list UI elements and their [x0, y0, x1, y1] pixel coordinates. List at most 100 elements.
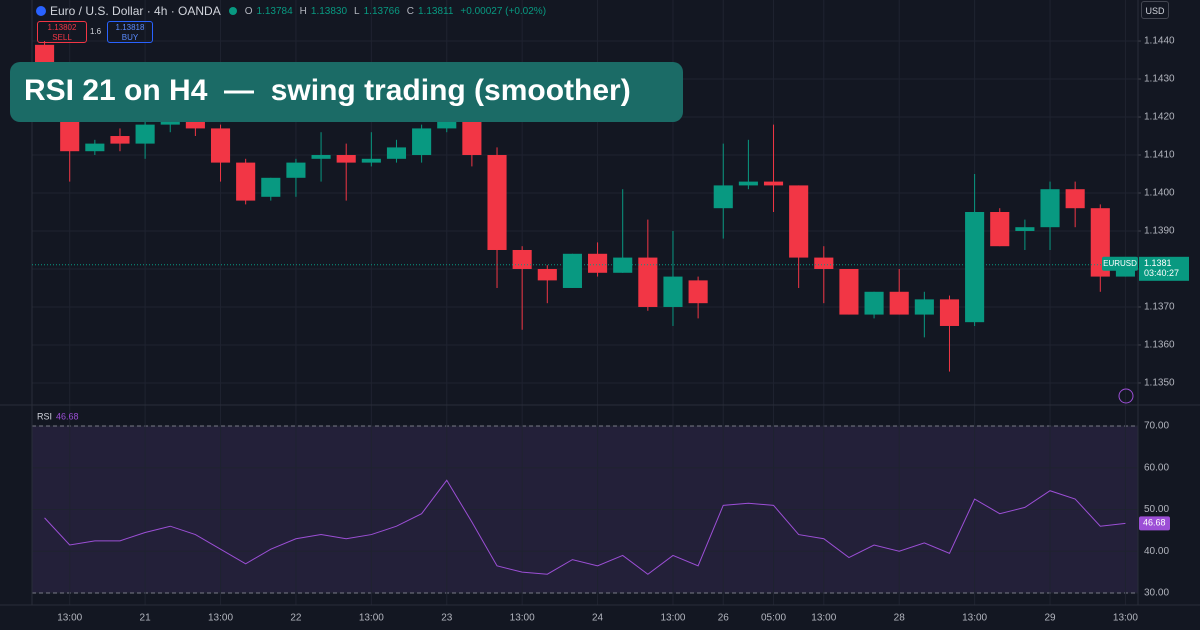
candle-body — [160, 120, 180, 125]
candle-body — [210, 128, 231, 163]
buy-price: 1.13818 — [115, 23, 145, 32]
ohlc-key: L — [354, 5, 360, 17]
rsi-title: RSI — [37, 411, 52, 421]
x-tick-label: 26 — [718, 613, 730, 624]
y-tick-label: 1.1440 — [1144, 36, 1175, 47]
candle-body — [1065, 189, 1085, 209]
candle-body — [914, 299, 934, 315]
candle-body — [60, 120, 80, 152]
x-tick-label: 21 — [140, 613, 152, 624]
ohlc-value: 1.13766 — [363, 5, 400, 17]
rsi-tag — [1139, 516, 1170, 531]
candle-body — [110, 136, 130, 144]
y-tick-label: 1.1360 — [1144, 340, 1175, 351]
y-tick-label: 40.00 — [1144, 546, 1169, 557]
y-tick-label: 50.00 — [1144, 504, 1169, 515]
x-tick-label: 05:00 — [761, 613, 786, 624]
rsi-legend-value: 46.68 — [56, 411, 79, 421]
x-tick-label: 13:00 — [660, 613, 685, 624]
y-tick-label: 1.1410 — [1144, 150, 1175, 161]
x-tick-label: 24 — [592, 613, 604, 624]
candle-body — [537, 268, 557, 281]
candle-body — [638, 257, 658, 307]
buy-label: BUY — [121, 33, 139, 42]
change: +0.00027 (+0.02%) — [460, 5, 547, 17]
symbol-icon — [36, 6, 46, 16]
y-tick-label: 1.1390 — [1144, 226, 1175, 237]
symbol-tag-text: EURUSD — [1103, 259, 1137, 268]
ohlc-value: 1.13784 — [256, 5, 293, 17]
candle-body — [588, 253, 608, 273]
rsi-line — [44, 479, 1126, 575]
spread: 1.6 — [90, 27, 102, 36]
sell-price: 1.13802 — [47, 23, 77, 32]
x-tick-label: 22 — [290, 613, 302, 624]
candle-body — [613, 257, 633, 273]
candle-body — [512, 249, 532, 269]
candle-body — [814, 257, 834, 269]
price-tag-countdown: 03:40:27 — [1144, 268, 1179, 278]
x-tick-label: 29 — [1044, 613, 1056, 624]
candle-body — [286, 162, 306, 178]
x-tick-label: 13:00 — [1113, 613, 1138, 624]
alert-icon — [1118, 388, 1134, 404]
candle-body — [1015, 227, 1035, 231]
candle-body — [437, 120, 457, 129]
candle-body — [487, 155, 507, 250]
x-tick-label: 13:00 — [208, 613, 233, 624]
x-tick-label: 13:00 — [962, 613, 987, 624]
y-tick-label: 60.00 — [1144, 462, 1169, 473]
x-tick-label: 28 — [894, 613, 906, 624]
buy-button[interactable]: 1.13818 BUY — [107, 21, 153, 43]
ohlc-key: C — [406, 5, 414, 17]
candle-body — [236, 162, 256, 201]
candle-body — [85, 143, 105, 152]
candle-body — [965, 211, 985, 323]
candle-body — [386, 147, 407, 159]
x-tick-label: 23 — [441, 613, 453, 624]
status-dot — [228, 7, 237, 15]
rsi-tag-value: 46.68 — [1143, 518, 1166, 528]
x-tick-label: 13:00 — [57, 613, 82, 624]
candle-body — [789, 185, 809, 258]
currency-button[interactable]: USD — [1141, 1, 1169, 19]
candle-body — [361, 158, 381, 163]
candle-body — [864, 291, 884, 315]
sell-button[interactable]: 1.13802 SELL — [37, 21, 87, 43]
candle-body — [412, 128, 432, 156]
ohlc-key: O — [244, 5, 253, 17]
ohlc-value: 1.13830 — [310, 5, 348, 17]
y-tick-label: 30.00 — [1144, 588, 1169, 599]
banner: RSI 21 on H4 — swing trading (smoother) — [10, 62, 683, 122]
ohlc-key: H — [299, 5, 307, 17]
candle-body — [738, 181, 758, 186]
symbol-tag — [1102, 256, 1138, 271]
x-tick-label: 13:00 — [359, 613, 384, 624]
y-tick-label: 1.1400 — [1144, 188, 1175, 199]
symbol-header: Euro / U.S. Dollar · 4h · OANDA O 1.13784… — [36, 3, 549, 19]
y-tick-label: 70.00 — [1144, 421, 1169, 432]
y-tick-label: 1.1370 — [1144, 302, 1175, 313]
candle-body — [336, 155, 356, 163]
ohlc-value: 1.13811 — [418, 5, 454, 17]
candle-body — [462, 120, 482, 156]
sell-label: SELL — [52, 33, 72, 42]
candle-body — [990, 211, 1010, 247]
candle-body — [939, 299, 960, 326]
candle-body — [1040, 189, 1060, 228]
symbol[interactable]: Euro / U.S. Dollar · 4h · OANDA — [50, 4, 221, 18]
candle-body — [1115, 265, 1135, 277]
x-tick-label: 13:00 — [510, 613, 535, 624]
candle-body — [261, 177, 281, 197]
y-tick-label: 1.1350 — [1144, 378, 1175, 389]
y-tick-label: 1.1430 — [1144, 74, 1175, 85]
candle-body — [763, 181, 784, 186]
candle-body — [311, 155, 331, 159]
candle-body — [889, 291, 909, 315]
candle-body — [688, 280, 708, 304]
candle-body — [562, 253, 582, 288]
x-tick-label: 13:00 — [811, 613, 836, 624]
candle-body — [185, 120, 205, 129]
